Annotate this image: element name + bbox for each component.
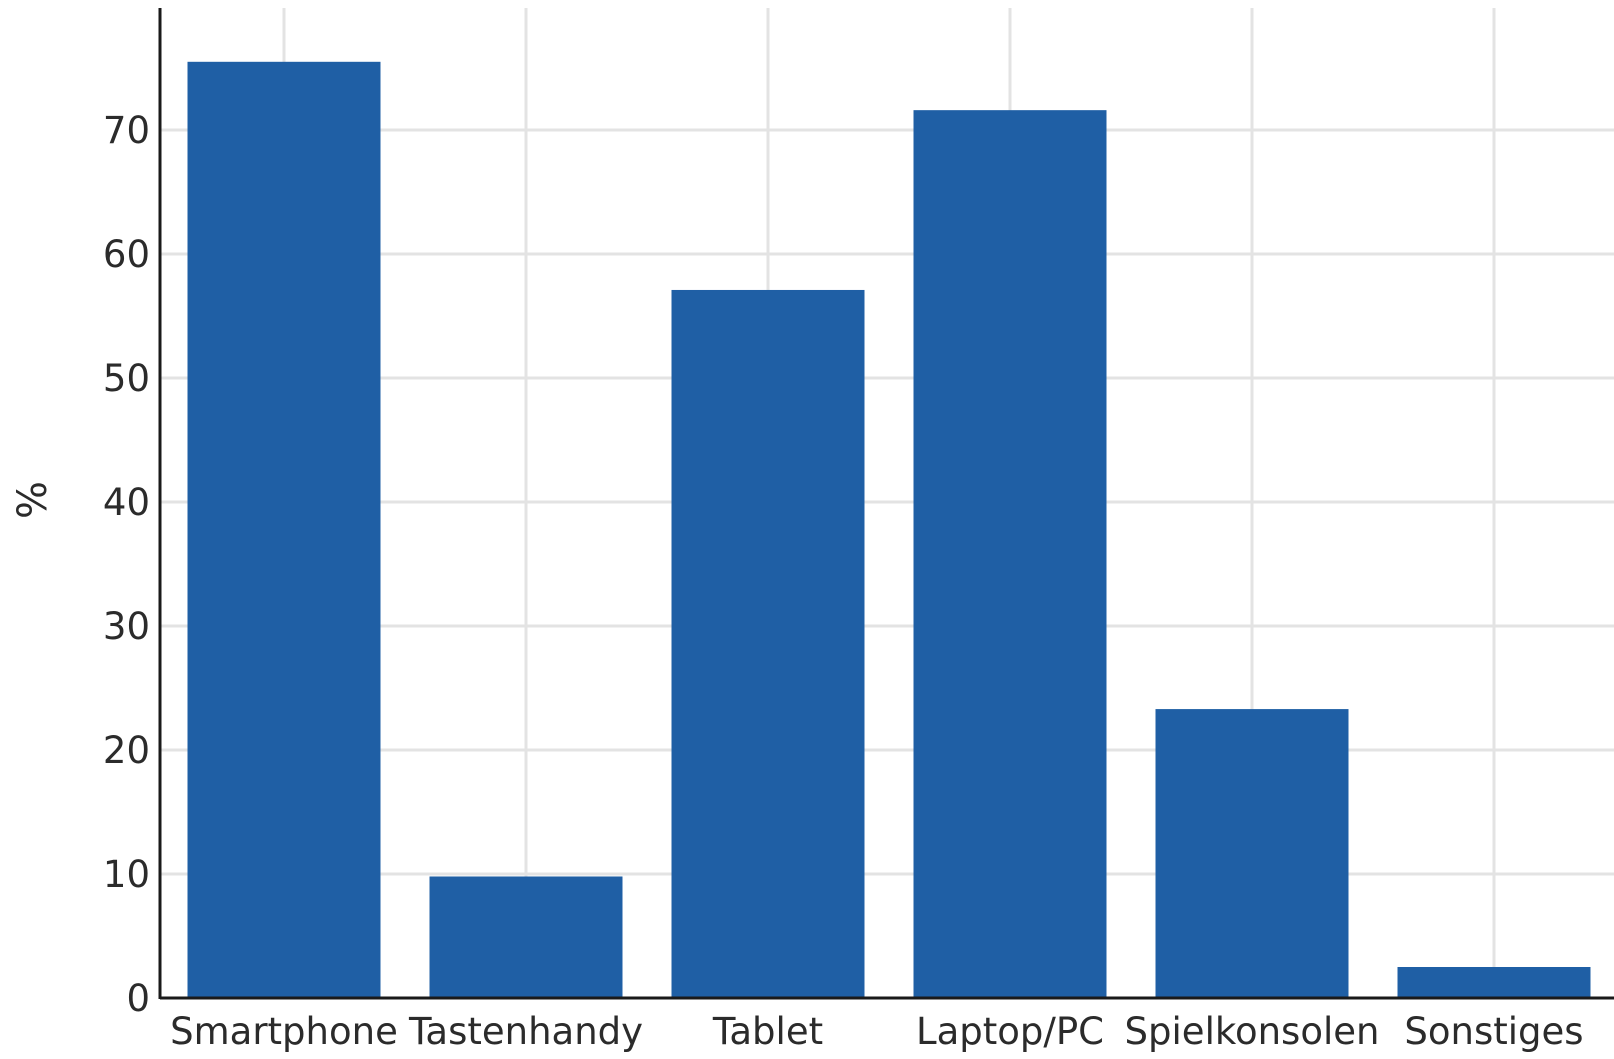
y-tick-label: 70 [103,109,150,152]
bar-smartphone [187,61,381,999]
y-tick-label: 10 [103,853,150,896]
bars [187,61,1591,999]
y-tick-label: 50 [103,357,150,400]
y-tick-label: 60 [103,233,150,276]
bar-sonstiges [1397,967,1591,998]
x-tick-label: Laptop/PC [916,1010,1104,1053]
y-axis-title: % [10,481,56,519]
x-tick-label: Tablet [712,1010,823,1053]
y-tick-label: 40 [103,481,150,524]
y-tick-label: 20 [103,729,150,772]
y-tick-labels: 0 10 20 30 40 50 60 70 [103,109,150,1020]
bar-laptop-pc [913,110,1107,998]
x-tick-labels: Smartphone Tastenhandy Tablet Laptop/PC Spie… [170,1010,1583,1053]
y-tick-label: 30 [103,605,150,648]
x-tick-label: Spielkonsolen [1125,1010,1380,1053]
x-tick-label: Sonstiges [1404,1010,1583,1053]
bar-tastenhandy [429,876,623,998]
bar-tablet [671,289,865,999]
x-tick-label: Smartphone [170,1010,398,1053]
y-tick-label: 0 [126,977,150,1020]
axes [158,8,1614,1000]
bar-spielkonsolen [1155,709,1349,998]
x-tick-label: Tastenhandy [408,1010,643,1053]
